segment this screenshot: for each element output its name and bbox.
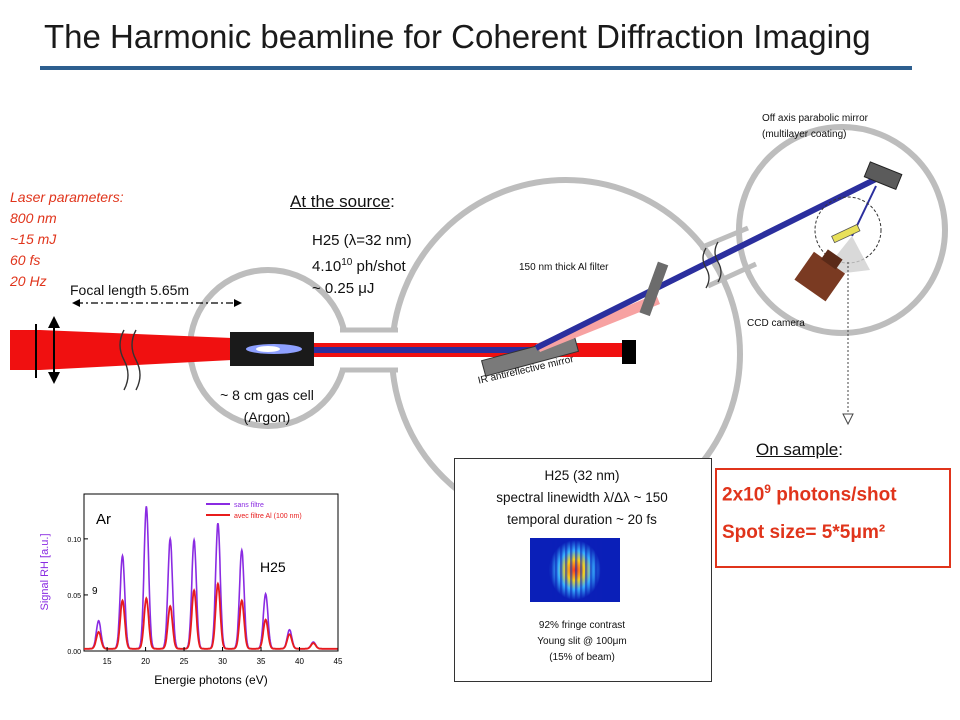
xuv-beam-reflected — [534, 175, 880, 351]
gas-cell-label: ~ 8 cm gas cell (Argon) — [220, 387, 314, 425]
x-tick-label-3: 30 — [218, 657, 227, 666]
chart-title: Ar — [96, 511, 111, 528]
beam-dump — [622, 340, 636, 364]
spectrum-line-2: spectral linewidth λ/Δλ ~ 150 — [496, 490, 668, 505]
laser-energy: ~15 mJ — [10, 231, 57, 247]
laser-duration: 60 fs — [10, 252, 41, 268]
mu-symbol: μ — [850, 522, 862, 543]
source-energy: ~ 0.25 μJ — [312, 280, 375, 297]
x-tick-label-2: 25 — [180, 657, 189, 666]
laser-rate: 20 Hz — [10, 273, 47, 289]
al-filter — [639, 261, 669, 317]
x-tick-label-4: 35 — [257, 657, 266, 666]
lambda-symbol: λ — [348, 232, 357, 249]
sample-heading: On sample: — [756, 440, 843, 459]
sample — [831, 223, 861, 244]
spectrum-line-3: temporal duration ~ 20 fs — [507, 512, 657, 527]
x-tick-label-5: 40 — [295, 657, 304, 666]
oap-mirror — [863, 161, 903, 191]
spectrum-line-1: H25 (32 nm) — [544, 468, 620, 483]
legend-label-1: avec filtre Al (100 nm) — [234, 513, 302, 520]
source-harmonic: H25 (λ=32 nm) — [312, 232, 412, 249]
source-heading-colon: : — [390, 192, 395, 211]
source-parameters: H25 (λ=32 nm) 4.1010 ph/shot ~ 0.25 μJ — [312, 230, 412, 300]
pipe-right-top — [699, 225, 749, 251]
sample-photons: 2x109 photons/shot — [722, 482, 897, 506]
y-tick-label-2: 0.10 — [67, 537, 81, 544]
source-heading-text: At the source — [290, 192, 391, 211]
laser-parameters: Laser parameters: 800 nm ~15 mJ 60 fs 20… — [10, 187, 124, 292]
y-tick-label-0: 0.00 — [67, 649, 81, 656]
x-tick-label-1: 20 — [141, 657, 150, 666]
laser-wavelength: 800 nm — [10, 210, 57, 226]
chart-legend: sans filtre avec filtre Al (100 nm) — [206, 502, 302, 520]
pipe-right-bottom — [706, 261, 758, 289]
harmonic-spectrum-chart: 15 20 25 30 35 40 45 0.00 0.05 0.10 Ar H25 9 Ener… — [39, 493, 343, 687]
x-tick-label-0: 15 — [103, 657, 112, 666]
ccd-camera-label: CCD camera — [747, 318, 805, 329]
fringe-caption-3: (15% of beam) — [549, 652, 615, 663]
break-mark-left — [119, 329, 141, 391]
laser-heading: Laser parameters: — [10, 189, 124, 205]
page-title: The Harmonic beamline for Coherent Diffr… — [44, 18, 871, 55]
source-photons: 4.1010 ph/shot — [312, 257, 406, 275]
y-tick-label-1: 0.05 — [67, 593, 81, 600]
oap-mirror-label: Off axis parabolic mirror (multilayer co… — [762, 113, 868, 140]
ccd-camera — [794, 251, 846, 302]
series-line-1 — [84, 581, 338, 650]
x-axis-label: Energie photons (eV) — [154, 673, 267, 687]
break-mark-right — [702, 241, 722, 289]
source-heading: At the source: — [290, 192, 395, 212]
spectrum-info-box — [454, 458, 712, 682]
title-underline — [40, 66, 912, 70]
fringe-caption-1: 92% fringe contrast — [538, 620, 626, 631]
x-tick-label-6: 45 — [334, 657, 343, 666]
y-axis-label: Signal RH [a.u.] — [39, 533, 51, 610]
chart-annotation-h25: H25 — [260, 559, 286, 575]
reflected-ir-halo — [536, 294, 660, 352]
fringe-caption-2: Young slit @ 100μm — [537, 636, 627, 647]
xuv-beam-source — [314, 347, 540, 353]
legend-label-0: sans filtre — [234, 502, 264, 509]
filter-label: 150 nm thick Al filter — [519, 262, 609, 273]
laser-beam — [40, 330, 232, 370]
sample-spot-size: Spot size= 5*5μm² — [722, 522, 886, 543]
sample-info-box — [715, 468, 951, 568]
focal-length-label: Focal length 5.65m — [70, 282, 190, 298]
fringe-pattern-image — [530, 538, 620, 602]
chart-annotation-9: 9 — [92, 586, 98, 597]
